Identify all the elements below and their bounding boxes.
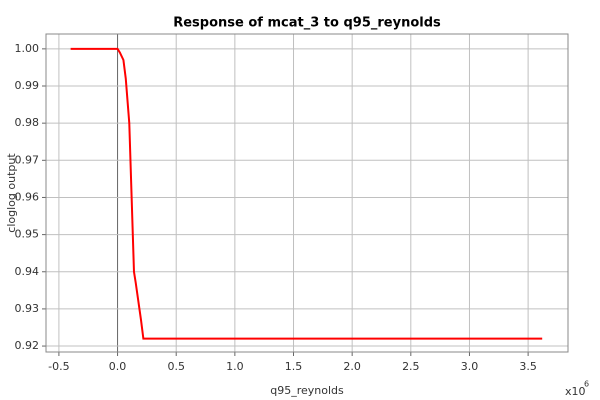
x-tick-label: 1.5	[285, 360, 303, 373]
y-tick-label: 0.93	[15, 302, 40, 315]
y-tick-label: 0.99	[15, 79, 40, 92]
y-tick-label: 1.00	[15, 42, 40, 55]
x-tick-label: 0.5	[167, 360, 185, 373]
x-axis-label: q95_reynolds	[270, 384, 344, 397]
x-tick-label: 2.5	[402, 360, 420, 373]
y-axis-label: cloglog output	[5, 153, 18, 233]
x-multiplier: x10	[565, 385, 586, 398]
x-tick-label: 3.5	[519, 360, 537, 373]
y-tick-label: 0.98	[15, 116, 40, 129]
chart-title: Response of mcat_3 to q95_reynolds	[173, 16, 441, 31]
x-tick-label: -0.5	[48, 360, 69, 373]
y-tick-label: 0.94	[15, 265, 40, 278]
x-tick-label: 0.0	[109, 360, 127, 373]
y-tick-label: 0.97	[15, 153, 40, 166]
y-tick-label: 0.92	[15, 339, 40, 352]
x-tick-label: 2.0	[343, 360, 361, 373]
x-multiplier-exponent: 6	[584, 380, 589, 389]
y-tick-label: 0.96	[15, 190, 40, 203]
y-tick-label: 0.95	[15, 228, 40, 241]
plot-border	[45, 33, 569, 353]
x-tick-label: 1.0	[226, 360, 244, 373]
x-tick-label: 3.0	[461, 360, 479, 373]
line-series	[70, 47, 543, 340]
